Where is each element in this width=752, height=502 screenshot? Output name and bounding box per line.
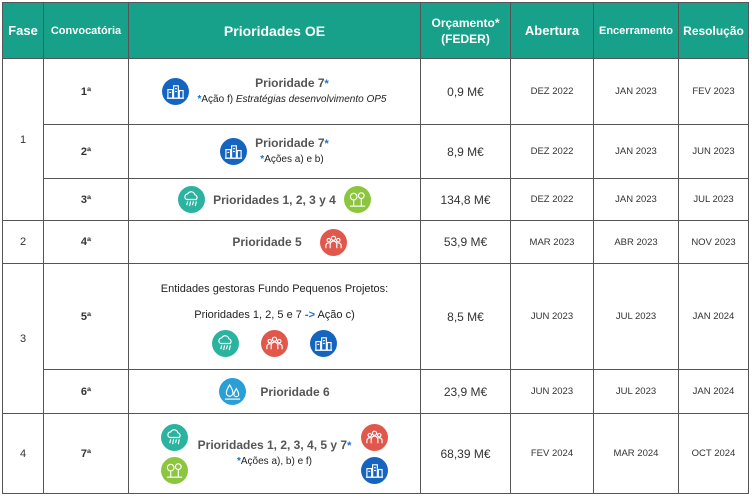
prio-line2-tail: Ação c) <box>315 309 355 321</box>
header-convocatoria: Convocatória <box>43 2 129 59</box>
header-encerramento: Encerramento <box>593 2 679 59</box>
prioridades-cell: Prioridade 6 <box>128 369 421 414</box>
resolucao-cell: JUN 2023 <box>678 124 749 179</box>
cloud-rain-icon <box>178 186 206 213</box>
people-group-icon <box>361 423 389 451</box>
table-row: 1 1ª Prioridade 7* *Ação f) Estratégias … <box>2 58 749 221</box>
orcamento-cell: 8,5 M€ <box>420 263 511 370</box>
header-orcamento: Orçamento* (FEDER) <box>420 2 511 59</box>
fase-cell: 1 <box>2 58 44 221</box>
convocatoria-cell: 5ª <box>43 263 129 370</box>
trees-icon <box>343 186 371 213</box>
resolucao-cell: JAN 2024 <box>678 263 749 370</box>
encerramento-cell: JAN 2023 <box>593 124 679 179</box>
people-group-icon <box>319 228 347 256</box>
abertura-cell: JUN 2023 <box>510 369 594 414</box>
table-row: 2ª Prioridade 7* *Ações a) e b) 8,9 M€ D… <box>3 124 749 179</box>
prioridades-cell: Entidades gestoras Fundo Pequenos Projet… <box>128 263 421 370</box>
trees-icon <box>160 456 188 484</box>
abertura-cell: DEZ 2022 <box>510 178 594 221</box>
asterisk: * <box>324 78 329 90</box>
table-row: 2 4ª Prioridade 5 53,9 M€ MAR 2023 ABR 2… <box>2 220 749 264</box>
table-row: 4 7ª Prioridades 1, 2, 3, 4, 5 y 7* *Açõ… <box>2 413 749 494</box>
prioridades-cell: Prioridades 1, 2, 3, 4, 5 y 7* *Ações a)… <box>128 413 421 494</box>
header-abertura: Abertura <box>510 2 594 59</box>
prio-sub: Ações a), b) e f) <box>240 456 313 467</box>
abertura-cell: FEV 2024 <box>510 413 594 494</box>
table-row: 3 5ª Entidades gestoras Fundo Pequenos P… <box>2 263 749 414</box>
abertura-cell: MAR 2023 <box>510 220 594 264</box>
convocatoria-cell: 1ª <box>43 58 129 125</box>
abertura-cell: DEZ 2022 <box>510 58 594 125</box>
convocatoria-cell: 6ª <box>43 369 129 414</box>
header-row: Fase Convocatória Prioridades OE Orçamen… <box>2 2 749 59</box>
asterisk: * <box>347 440 352 452</box>
prio-line2-lead: Prioridades 1, 2, 5 e 7 <box>194 309 305 321</box>
prio-line1: Entidades gestoras Fundo Pequenos Projet… <box>160 283 389 295</box>
encerramento-cell: MAR 2024 <box>593 413 679 494</box>
encerramento-cell: JUL 2023 <box>593 369 679 414</box>
orcamento-cell: 68,39 M€ <box>420 413 511 494</box>
encerramento-cell: JUL 2023 <box>593 263 679 370</box>
header-orcamento-line1: Orçamento* <box>431 15 500 30</box>
encerramento-cell: ABR 2023 <box>593 220 679 264</box>
abertura-cell: JUN 2023 <box>510 263 594 370</box>
prio-title: Prioridade 7 <box>255 136 325 150</box>
header-fase: Fase <box>2 2 44 59</box>
resolucao-cell: FEV 2023 <box>678 58 749 125</box>
abertura-cell: DEZ 2022 <box>510 124 594 179</box>
resolucao-cell: OCT 2024 <box>678 413 749 494</box>
orcamento-cell: 134,8 M€ <box>420 178 511 221</box>
orcamento-cell: 53,9 M€ <box>420 220 511 264</box>
convocatoria-cell: 7ª <box>43 413 129 494</box>
cloud-rain-icon <box>160 423 188 451</box>
prio-title: Prioridade 6 <box>260 384 330 399</box>
fase-cell: 2 <box>2 220 44 264</box>
city-buildings-icon <box>310 330 337 357</box>
asterisk: * <box>260 154 265 165</box>
people-group-icon <box>261 330 288 357</box>
prioridades-cell: Prioridades 1, 2, 3 y 4 <box>128 178 421 221</box>
encerramento-cell: JAN 2023 <box>593 178 679 221</box>
header-prioridades: Prioridades OE <box>128 2 421 59</box>
city-buildings-icon <box>220 138 248 165</box>
prioridades-cell: Prioridade 7* *Ação f) Estratégias desen… <box>128 58 421 125</box>
cloud-rain-icon <box>212 330 239 357</box>
table-row: 3ª Prioridades 1, 2, 3 y 4 134,8 M€ DEZ … <box>3 178 749 221</box>
prioridades-cell: Prioridade 5 <box>128 220 421 264</box>
water-drops-icon <box>219 378 247 405</box>
prio-title: Prioridades 1, 2, 3, 4, 5 y 7 <box>197 438 348 452</box>
calls-table: Fase Convocatória Prioridades OE Orçamen… <box>2 2 749 494</box>
resolucao-cell: JAN 2024 <box>678 369 749 414</box>
prio-title: Prioridade 5 <box>232 235 302 249</box>
fase-cell: 3 <box>2 263 44 414</box>
convocatoria-cell: 3ª <box>43 178 129 221</box>
resolucao-cell: JUL 2023 <box>678 178 749 221</box>
asterisk: * <box>236 456 241 467</box>
fase-cell: 4 <box>2 413 44 494</box>
prio-sub-italic: Estratégias desenvolvimento OP5 <box>235 94 387 105</box>
convocatoria-cell: 2ª <box>43 124 129 179</box>
city-buildings-icon <box>361 456 389 484</box>
convocatoria-cell: 4ª <box>43 220 129 264</box>
prio-title: Prioridade 7 <box>255 76 325 90</box>
prio-title: Prioridades 1, 2, 3 y 4 <box>213 192 336 207</box>
header-resolucao: Resolução <box>678 2 749 59</box>
asterisk: * <box>197 94 202 105</box>
prioridades-cell: Prioridade 7* *Ações a) e b) <box>128 124 421 179</box>
table-row: 6ª Prioridade 6 23,9 M€ JUN 2023 JUL 202… <box>3 369 749 414</box>
prio-sub-lead: Ação f) <box>201 94 236 105</box>
city-buildings-icon <box>162 78 190 105</box>
resolucao-cell: NOV 2023 <box>678 220 749 264</box>
orcamento-cell: 0,9 M€ <box>420 58 511 125</box>
asterisk: * <box>324 138 329 150</box>
header-orcamento-line2: (FEDER) <box>441 31 490 46</box>
orcamento-cell: 8,9 M€ <box>420 124 511 179</box>
arrow: -> <box>304 309 316 321</box>
orcamento-cell: 23,9 M€ <box>420 369 511 414</box>
encerramento-cell: JAN 2023 <box>593 58 679 125</box>
prio-sub: Ações a) e b) <box>264 154 324 165</box>
